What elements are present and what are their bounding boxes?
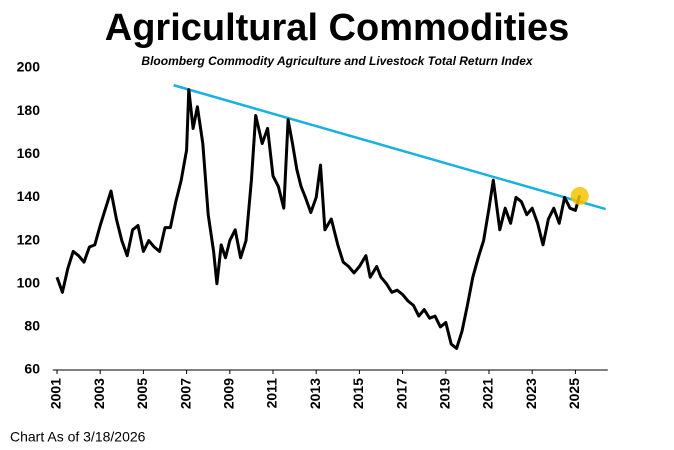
x-tick-label: 2001 bbox=[48, 378, 64, 409]
data-line bbox=[55, 88, 582, 350]
x-tick-label: 2013 bbox=[307, 378, 323, 409]
y-tick-label: 80 bbox=[24, 318, 40, 334]
x-tick-label: 2021 bbox=[480, 378, 496, 409]
x-tick-label: 2007 bbox=[177, 378, 193, 409]
chart-title: Agricultural Commodities bbox=[105, 7, 570, 49]
y-tick-label: 100 bbox=[17, 274, 41, 290]
x-tick-label: 2009 bbox=[221, 378, 237, 409]
y-tick-label: 120 bbox=[17, 231, 41, 247]
x-tick-label: 2005 bbox=[134, 378, 150, 409]
x-tick-label: 2019 bbox=[437, 378, 453, 409]
footnote: Chart As of 3/18/2026 bbox=[10, 429, 146, 445]
y-tick-label: 140 bbox=[17, 188, 41, 204]
y-tick-label: 180 bbox=[17, 102, 41, 118]
x-tick-label: 2003 bbox=[91, 378, 107, 409]
x-tick-label: 2015 bbox=[350, 378, 366, 409]
x-tick-label: 2017 bbox=[393, 378, 409, 409]
chart-subtitle: Bloomberg Commodity Agriculture and Live… bbox=[141, 54, 533, 68]
y-tick-label: 160 bbox=[17, 145, 41, 161]
x-tick-label: 2011 bbox=[264, 378, 280, 409]
x-tick-label: 2025 bbox=[566, 378, 582, 409]
x-tick-label: 2023 bbox=[523, 378, 539, 409]
y-tick-label: 200 bbox=[17, 59, 41, 75]
y-tick-label: 60 bbox=[24, 361, 40, 377]
highlight-marker bbox=[570, 186, 589, 205]
trend-line bbox=[173, 84, 606, 211]
